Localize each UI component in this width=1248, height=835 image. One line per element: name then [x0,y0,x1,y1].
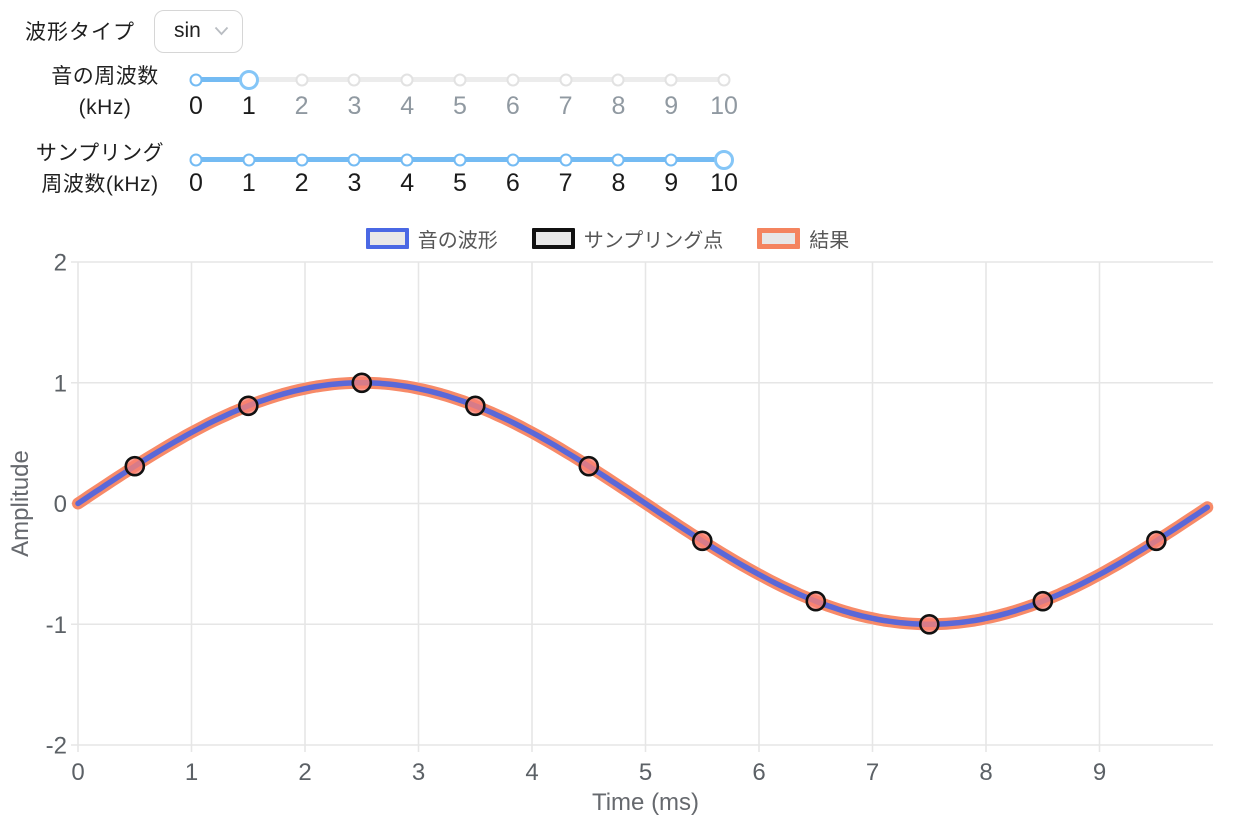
freq-slider-number-2: 2 [294,92,309,120]
freq-slider-dot-10[interactable] [717,73,731,86]
freq-slider-handle[interactable] [238,69,259,90]
y-tick-label--2: -2 [46,733,67,760]
sampling-slider[interactable] [189,149,734,170]
freq-slider-dot-0[interactable] [189,73,203,86]
freq-slider-dot-2[interactable] [295,73,309,86]
sampling-slider-dot-3[interactable] [347,153,361,166]
sample-point-6 [805,590,827,612]
frequency-slider-label: 音の周波数 (kHz) [51,65,159,119]
y-tick-label-1: 1 [54,370,67,397]
x-tick-label-9: 9 [1093,759,1106,786]
sampling-slider-number-9: 9 [664,169,679,197]
legend-label-1: サンプリング点 [583,229,724,252]
waveform-select[interactable]: sin [154,9,243,53]
sampling-slider-dot-9[interactable] [664,153,678,166]
sampling-slider-number-5: 5 [453,169,467,197]
legend-label-2: 結果 [809,229,850,252]
sampling-slider-dot-0[interactable] [189,153,203,166]
freq-slider-number-9: 9 [664,92,679,120]
sampling-slider-number-6: 6 [505,169,520,197]
x-tick-label-7: 7 [866,759,879,786]
freq-slider-dot-4[interactable] [400,73,414,86]
freq-slider-number-5: 5 [453,92,467,120]
sampling-slider-number-3: 3 [347,169,362,197]
y-tick-label-2: 2 [54,250,67,277]
sampling-slider-label: サンプリング 周波数(kHz) [35,142,165,196]
frequency-slider[interactable] [189,69,731,90]
freq-slider-dot-7[interactable] [559,73,573,86]
freq-slider-dot-5[interactable] [453,73,467,86]
series-line-結果 [72,376,1214,631]
sampling-slider-dot-6[interactable] [506,153,520,166]
freq-slider-number-1: 1 [241,92,256,120]
freq-slider-dot-8[interactable] [611,73,625,86]
freq-slider-number-6: 6 [505,92,520,120]
sampling-slider-dot-4[interactable] [400,153,414,166]
sampling-slider-dot-7[interactable] [559,153,573,166]
chevron-down-icon [214,26,229,36]
legend-item-0[interactable]: 音の波形 [365,224,498,253]
x-tick-label-0: 0 [71,759,84,786]
sample-point-3 [464,395,486,417]
y-axis-title: Amplitude [7,450,34,557]
x-tick-label-1: 1 [185,759,198,786]
sampling-slider-number-1: 1 [241,169,256,197]
sampling-slider-ticks: 0 1 2 3 4 5 6 7 8 9 10 [189,169,738,197]
freq-slider-dot-6[interactable] [506,73,520,86]
x-tick-label-8: 8 [979,759,992,786]
sampling-slider-dot-8[interactable] [611,153,625,166]
freq-slider-dot-9[interactable] [664,73,678,86]
y-tick-label--1: -1 [46,612,67,639]
x-tick-label-3: 3 [412,759,425,786]
frequency-slider-ticks: 0 1 2 3 4 5 6 7 8 9 10 [189,92,738,120]
x-tick-label-4: 4 [525,759,538,786]
sampling-slider-dot-1[interactable] [242,153,256,166]
series-line-音の波形 [75,380,1211,628]
legend-swatch-1 [531,227,575,249]
sampling-slider-number-10: 10 [710,169,738,197]
freq-slider-dot-3[interactable] [347,73,361,86]
y-tick-label-0: 0 [54,491,67,518]
freq-slider-number-8: 8 [611,92,626,120]
legend-label-0: 音の波形 [417,229,498,252]
sampling-slider-dot-5[interactable] [453,153,467,166]
sample-point-4 [578,455,600,477]
x-tick-label-6: 6 [752,759,765,786]
sample-point-8 [1032,590,1054,612]
x-tick-label-2: 2 [298,759,311,786]
sample-point-7 [918,613,940,635]
sample-point-1 [238,395,259,417]
sample-point-5 [691,530,713,552]
sample-point-0 [124,455,146,477]
waveform-select-value: sin [174,19,201,42]
waveform-type-row: 波形タイプ sin [25,9,243,53]
sampling-slider-number-2: 2 [294,169,309,197]
sampling-slider-number-4: 4 [400,169,415,197]
legend-swatch-2 [757,227,801,249]
legend-swatch-0 [365,227,409,249]
sampling-slider-number-0: 0 [189,169,203,197]
freq-slider-number-0: 0 [189,92,203,120]
freq-slider-track-fill [196,77,249,82]
sample-point-9 [1146,530,1167,552]
freq-slider-number-7: 7 [558,92,573,120]
freq-slider-number-3: 3 [347,92,362,120]
sampling-slider-number-8: 8 [611,169,626,197]
x-tick-label-5: 5 [639,759,652,786]
freq-slider-number-4: 4 [400,92,415,120]
sampling-slider-number-7: 7 [558,169,573,197]
chart-legend: 音の波形 サンプリング点 結果 [0,224,1215,253]
legend-item-1[interactable]: サンプリング点 [531,224,724,253]
freq-slider-number-10: 10 [710,92,738,120]
sampling-slider-handle[interactable] [714,149,734,170]
sample-point-2 [351,372,373,394]
sampling-slider-dot-2[interactable] [295,153,309,166]
x-axis-title: Time (ms) [592,789,699,816]
waveform-type-label: 波形タイプ [25,21,135,44]
legend-item-2[interactable]: 結果 [757,224,849,253]
